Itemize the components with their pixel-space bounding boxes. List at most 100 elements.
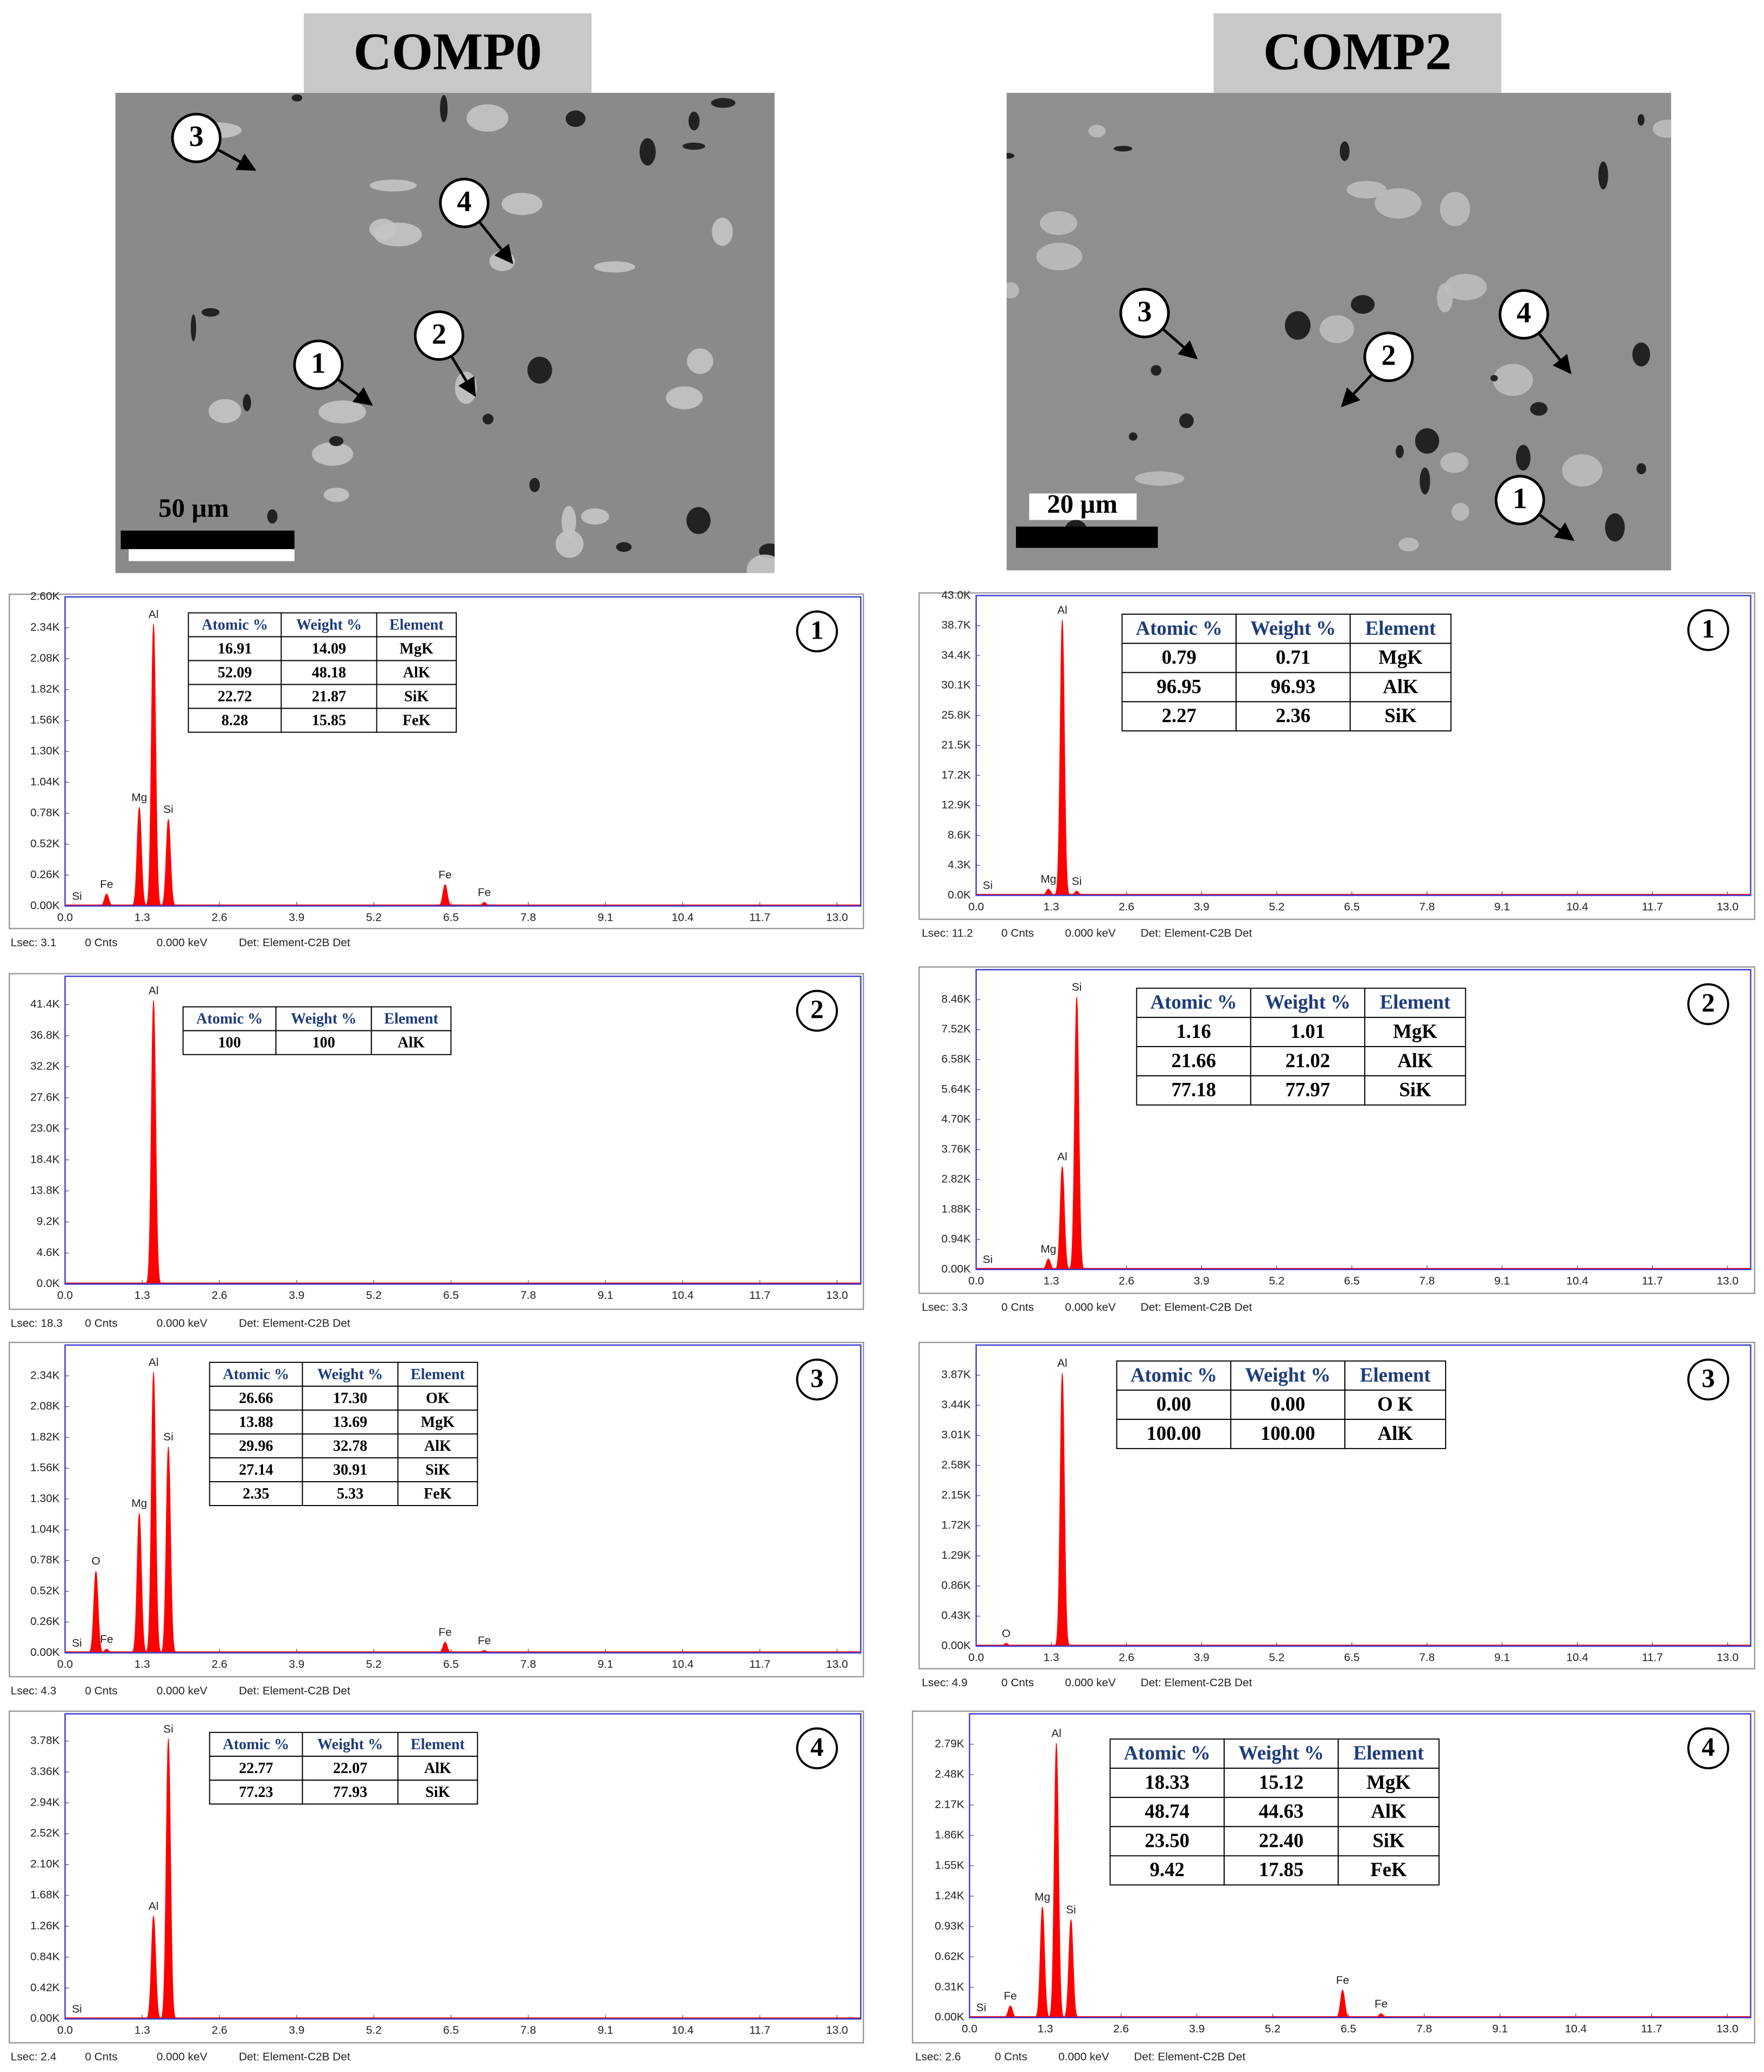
x-tick-label: 3.9 bbox=[1194, 1652, 1210, 1664]
pore bbox=[1516, 444, 1531, 471]
y-tick-label: 0.00K bbox=[30, 1646, 60, 1659]
table-cell-text: 30.91 bbox=[333, 1462, 367, 1478]
spectrum-footer: Det: Element-C2B Det bbox=[1141, 1676, 1252, 1689]
table-cell-text: 100.00 bbox=[1261, 1422, 1315, 1444]
y-tick-label: 32.2K bbox=[30, 1060, 60, 1073]
spectrum-footer: 0.000 keV bbox=[1065, 1676, 1116, 1689]
table-cell bbox=[1223, 1826, 1339, 1857]
pore bbox=[1114, 145, 1133, 152]
spectrum-footer: Det: Element-C2B Det bbox=[239, 936, 350, 949]
x-tick-label: 9.1 bbox=[1492, 2023, 1508, 2035]
x-tick-label: 0.0 bbox=[57, 1658, 73, 1671]
x-tick-label: 3.9 bbox=[289, 1289, 304, 1302]
bright-phase bbox=[208, 399, 241, 423]
table-cell-text: 17.30 bbox=[333, 1390, 367, 1407]
table-cell-text: SiK bbox=[404, 688, 429, 705]
spectrum-spot-marker bbox=[1687, 983, 1729, 1025]
y-tick-label: 0.00K bbox=[935, 2011, 964, 2023]
peak-label: Al bbox=[1057, 1150, 1067, 1163]
bright-phase bbox=[318, 400, 366, 424]
spectrum-footer: Lsec: 11.2 bbox=[922, 927, 973, 940]
x-tick-label: 9.1 bbox=[598, 1658, 613, 1671]
x-tick-label: 6.5 bbox=[1344, 901, 1360, 913]
y-tick-label: 3.44K bbox=[942, 1399, 971, 1411]
spectrum-footer: 0.000 keV bbox=[157, 936, 208, 949]
spot-number: 3 bbox=[1137, 295, 1152, 328]
x-tick-label: 6.5 bbox=[443, 2024, 459, 2037]
x-tick-label: 1.3 bbox=[1044, 1652, 1059, 1664]
y-tick-label: 0.26K bbox=[30, 1615, 60, 1628]
x-tick-label: 3.9 bbox=[1194, 1274, 1210, 1287]
x-tick-label: 2.6 bbox=[212, 2024, 227, 2037]
y-tick-label: 21.5K bbox=[942, 739, 971, 751]
pore bbox=[1006, 152, 1015, 159]
table-cell bbox=[209, 1780, 303, 1805]
peak-label: Mg bbox=[131, 1497, 147, 1509]
y-tick-label: 2.34K bbox=[30, 1369, 60, 1381]
table-header: Atomic % bbox=[196, 1011, 263, 1028]
table-cell-text: 100.00 bbox=[1146, 1422, 1201, 1444]
y-tick-label: 2.17K bbox=[935, 1798, 964, 1810]
table-cell bbox=[397, 1780, 478, 1805]
table-header: Weight % bbox=[1250, 617, 1336, 639]
spot-marker bbox=[413, 310, 464, 361]
table-cell-text: 1.01 bbox=[1290, 1020, 1325, 1042]
table-header: Element bbox=[411, 1736, 465, 1753]
table-cell bbox=[1364, 987, 1466, 1018]
x-tick-label: 7.8 bbox=[520, 1289, 536, 1302]
table-cell-text: 0.00 bbox=[1270, 1393, 1305, 1415]
scale-bar-label: 20 µm bbox=[1047, 489, 1117, 519]
column-title: COMP2 bbox=[1263, 23, 1452, 81]
x-tick-label: 6.5 bbox=[1344, 1652, 1360, 1664]
y-tick-label: 2.82K bbox=[942, 1173, 971, 1185]
bright-phase bbox=[1319, 315, 1354, 343]
peak-label: Al bbox=[1057, 604, 1067, 616]
y-tick-label: 0.84K bbox=[30, 1950, 60, 1963]
x-tick-label: 10.4 bbox=[1567, 901, 1588, 913]
x-tick-label: 10.4 bbox=[672, 2024, 693, 2037]
x-tick-label: 13.0 bbox=[1717, 1652, 1739, 1664]
table-cell-text: 21.02 bbox=[1286, 1049, 1330, 1072]
pore bbox=[686, 507, 711, 534]
table-cell-text: AlK bbox=[1378, 1422, 1414, 1444]
x-tick-label: 11.7 bbox=[749, 1289, 770, 1302]
table-cell bbox=[376, 636, 457, 661]
table-cell-text: MgK bbox=[421, 1414, 455, 1431]
table-cell bbox=[1136, 1075, 1251, 1106]
y-tick-label: 30.1K bbox=[942, 679, 971, 691]
bright-phase bbox=[1440, 452, 1468, 473]
bright-phase bbox=[581, 508, 609, 525]
table-cell bbox=[370, 1030, 452, 1055]
table-cell bbox=[1338, 1796, 1440, 1827]
table-cell bbox=[182, 1030, 277, 1055]
spot-marker bbox=[293, 339, 344, 390]
pore bbox=[267, 509, 278, 524]
table-cell-text: 44.63 bbox=[1259, 1800, 1303, 1822]
table-cell bbox=[1230, 1360, 1346, 1391]
table-cell bbox=[1350, 614, 1452, 644]
pore bbox=[1284, 311, 1311, 340]
y-tick-label: 0.00K bbox=[30, 899, 60, 911]
y-tick-label: 3.87K bbox=[942, 1368, 971, 1381]
y-tick-label: 1.72K bbox=[942, 1519, 971, 1532]
bright-phase bbox=[712, 218, 733, 246]
table-cell bbox=[397, 1409, 478, 1435]
x-tick-label: 2.6 bbox=[212, 911, 227, 923]
micrograph-texture bbox=[1006, 114, 1671, 552]
table-header: Atomic % bbox=[1136, 617, 1223, 639]
y-tick-label: 1.29K bbox=[942, 1549, 971, 1561]
bright-phase bbox=[555, 530, 584, 558]
table-header: Atomic % bbox=[223, 1366, 290, 1383]
x-tick-label: 6.5 bbox=[443, 911, 459, 923]
pore bbox=[1179, 413, 1194, 429]
table-header: Atomic % bbox=[1130, 1363, 1217, 1386]
table-cell bbox=[1250, 1017, 1365, 1048]
pore bbox=[1605, 513, 1625, 542]
table-header: Atomic % bbox=[1151, 991, 1237, 1013]
y-tick-label: 0.94K bbox=[942, 1233, 971, 1245]
table-cell-text: 1.16 bbox=[1176, 1020, 1211, 1042]
spectrum-footer: Det: Element-C2B Det bbox=[1134, 2051, 1246, 2063]
pore bbox=[242, 394, 251, 412]
x-tick-label: 7.8 bbox=[1419, 1652, 1435, 1664]
table-cell-text: 22.40 bbox=[1259, 1829, 1303, 1851]
